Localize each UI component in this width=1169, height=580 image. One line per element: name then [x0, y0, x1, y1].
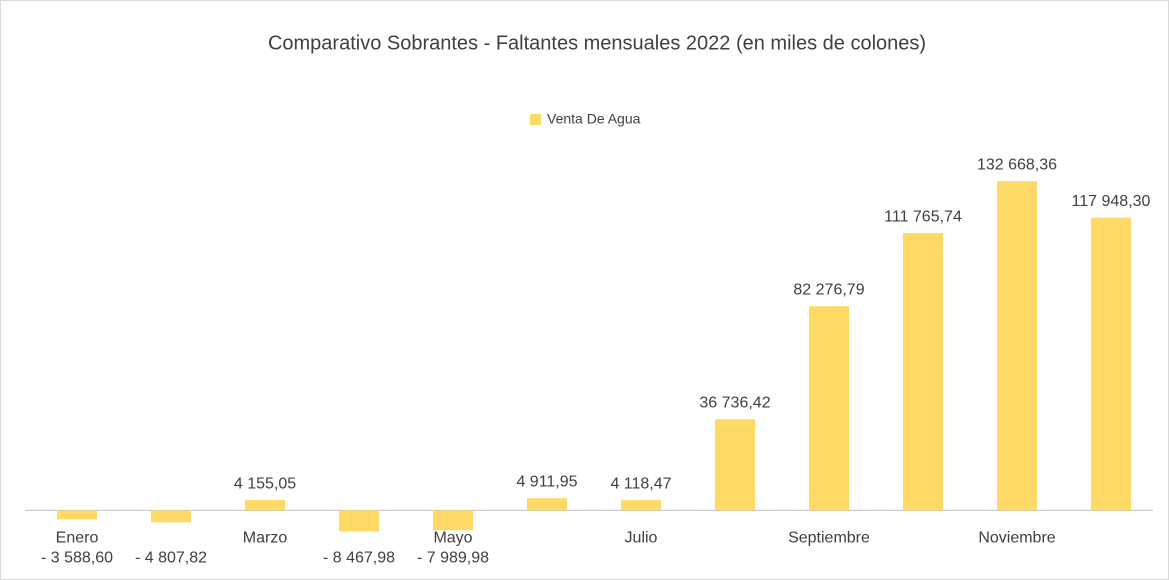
legend-swatch: [530, 114, 541, 125]
bar: [809, 306, 849, 511]
data-label: 111 765,74: [884, 208, 962, 225]
data-label: - 3 588,60: [41, 550, 113, 567]
bar: [715, 419, 755, 511]
x-tick-label: Julio: [625, 530, 658, 547]
data-label: 82 276,79: [793, 281, 864, 298]
data-label: - 8 467,98: [323, 550, 395, 567]
data-label: 117 948,30: [1072, 193, 1151, 210]
data-label: 132 668,36: [977, 156, 1057, 173]
x-tick-label: Noviembre: [978, 530, 1055, 547]
data-label: - 7 989,98: [417, 550, 489, 567]
x-tick-label: Marzo: [243, 530, 288, 547]
bar: [903, 233, 943, 511]
bar: [1091, 217, 1131, 511]
bar: [57, 510, 97, 520]
x-tick-label: Septiembre: [788, 530, 870, 547]
data-label: 4 155,05: [234, 475, 296, 492]
bar: [245, 500, 285, 511]
bar: [151, 510, 191, 523]
bar: [997, 181, 1037, 511]
legend-label: Venta De Agua: [547, 111, 641, 127]
bar: [527, 498, 567, 511]
chart-title: Comparativo Sobrantes - Faltantes mensua…: [268, 32, 926, 54]
data-label: 4 911,95: [516, 473, 577, 490]
data-label: 4 118,47: [610, 475, 671, 492]
x-tick-label: Mayo: [433, 530, 472, 547]
bar: [621, 500, 661, 511]
data-label: - 4 807,82: [135, 550, 207, 567]
x-tick-label: Enero: [56, 530, 99, 547]
bar: [339, 510, 379, 532]
data-label: 36 736,42: [699, 394, 770, 411]
bar: [433, 510, 473, 531]
